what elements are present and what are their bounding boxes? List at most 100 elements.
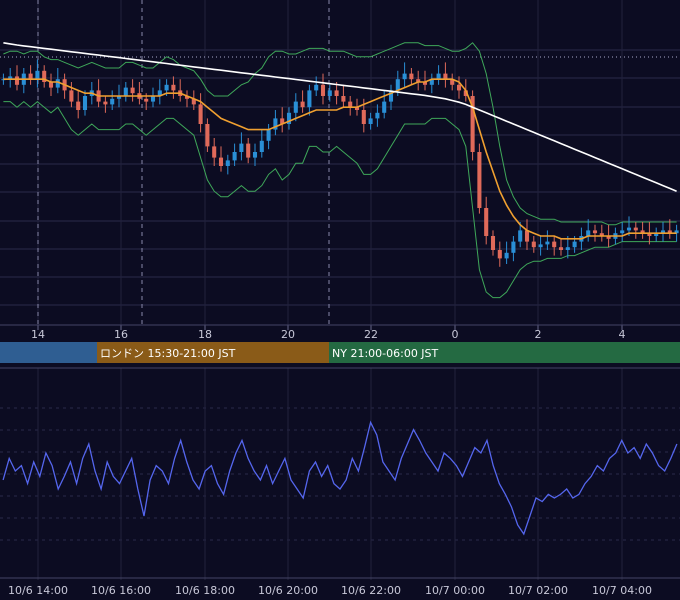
candle-body bbox=[470, 96, 475, 152]
candle-body bbox=[293, 101, 298, 113]
x-tick-label: 20 bbox=[281, 328, 295, 341]
session-segment bbox=[97, 342, 329, 363]
candle-body bbox=[572, 241, 577, 248]
candle-body bbox=[198, 104, 203, 124]
bollinger-lower-line bbox=[3, 100, 677, 299]
candle-body bbox=[212, 146, 217, 158]
candle-body bbox=[606, 236, 611, 239]
candle-body bbox=[110, 98, 115, 105]
candle-body bbox=[511, 241, 516, 253]
x-tick-label: 10/6 18:00 bbox=[175, 584, 235, 597]
candle-body bbox=[42, 70, 47, 82]
candle-body bbox=[395, 79, 400, 91]
candle-body bbox=[443, 73, 448, 80]
candle-body bbox=[599, 233, 604, 236]
candle-body bbox=[456, 84, 462, 91]
session-bar: ロンドン 15:30-21:00 JST NY 21:00-06:00 JST bbox=[0, 342, 680, 369]
x-tick-label: 2 bbox=[535, 328, 542, 341]
candle-body bbox=[191, 98, 196, 105]
candle-body bbox=[524, 230, 530, 242]
candle-body bbox=[246, 143, 251, 158]
oscillator-panel bbox=[2, 420, 678, 536]
candle-body bbox=[640, 230, 645, 234]
candle-body bbox=[545, 241, 550, 245]
candle-body bbox=[314, 84, 319, 91]
candle-body bbox=[633, 227, 638, 231]
candle-body bbox=[388, 90, 394, 102]
candle-body bbox=[477, 152, 482, 208]
candle-body bbox=[35, 70, 40, 80]
candle-body bbox=[320, 84, 326, 96]
x-tick-label: 16 bbox=[114, 328, 128, 341]
candle-body bbox=[558, 247, 564, 250]
candle-body bbox=[348, 101, 353, 108]
x-tick-label: 22 bbox=[364, 328, 378, 341]
candle-body bbox=[76, 101, 81, 110]
candle-body bbox=[518, 230, 523, 242]
candle-body bbox=[361, 110, 366, 124]
candle-body bbox=[490, 236, 496, 250]
ma-long-line bbox=[3, 42, 677, 192]
candle-body bbox=[354, 107, 360, 110]
x-tick-label: 0 bbox=[452, 328, 459, 341]
x-tick-label: 10/6 16:00 bbox=[91, 584, 151, 597]
grid bbox=[0, 0, 680, 580]
x-tick-label: 4 bbox=[619, 328, 626, 341]
candle-body bbox=[674, 230, 679, 234]
candle-body bbox=[416, 79, 421, 82]
candle-body bbox=[327, 90, 332, 96]
candle-body bbox=[660, 230, 666, 234]
candle-body bbox=[14, 76, 20, 85]
candle-body bbox=[647, 233, 652, 236]
candle-body bbox=[463, 90, 468, 96]
x-tick-label: 10/6 22:00 bbox=[341, 584, 401, 597]
oscillator-line bbox=[2, 420, 678, 536]
candle-body bbox=[334, 90, 339, 96]
candle-body bbox=[82, 96, 88, 110]
candle-body bbox=[144, 98, 149, 102]
candle-body bbox=[1, 79, 6, 81]
candle-body bbox=[504, 252, 509, 259]
candle-body bbox=[429, 79, 434, 85]
candle-body bbox=[402, 73, 407, 80]
candle-body bbox=[375, 112, 380, 119]
candle-body bbox=[280, 118, 285, 124]
candle-body bbox=[123, 87, 128, 96]
candle-body bbox=[368, 118, 373, 124]
candle-body bbox=[538, 244, 543, 248]
candle-body bbox=[565, 247, 570, 250]
candle-body bbox=[273, 118, 278, 130]
candle-body bbox=[300, 101, 305, 108]
candle-body bbox=[116, 96, 122, 99]
candle-body bbox=[497, 250, 502, 259]
candle-body bbox=[422, 82, 428, 85]
x-tick-label: 10/7 00:00 bbox=[425, 584, 485, 597]
candle-body bbox=[28, 73, 33, 80]
price-panel bbox=[1, 42, 679, 299]
candle-body bbox=[531, 241, 536, 248]
candle-body bbox=[620, 230, 625, 234]
candle-body bbox=[409, 73, 414, 80]
candle-body bbox=[239, 143, 244, 152]
candle-body bbox=[164, 84, 169, 91]
candle-body bbox=[266, 129, 271, 141]
candle-body bbox=[55, 79, 60, 88]
candle-body bbox=[225, 160, 230, 166]
candle-body bbox=[184, 96, 190, 99]
candle-body bbox=[205, 124, 210, 147]
candle-body bbox=[252, 152, 258, 158]
oscillator-x-axis: 10/6 14:00 10/6 16:00 10/6 18:00 10/6 20:00… bbox=[0, 577, 680, 597]
x-tick-label: 10/7 04:00 bbox=[592, 584, 652, 597]
ma-short-line bbox=[3, 78, 677, 240]
candle-body bbox=[382, 101, 387, 113]
candle-body bbox=[286, 112, 292, 124]
candle-body bbox=[450, 79, 455, 85]
session-label: NY 21:00-06:00 JST bbox=[332, 347, 439, 360]
bollinger-upper-line bbox=[3, 42, 677, 226]
session-label: ロンドン 15:30-21:00 JST bbox=[100, 347, 236, 360]
session-segment bbox=[0, 342, 97, 363]
session-segment bbox=[329, 342, 680, 363]
candle-body bbox=[436, 73, 441, 80]
candle-body bbox=[259, 140, 264, 152]
